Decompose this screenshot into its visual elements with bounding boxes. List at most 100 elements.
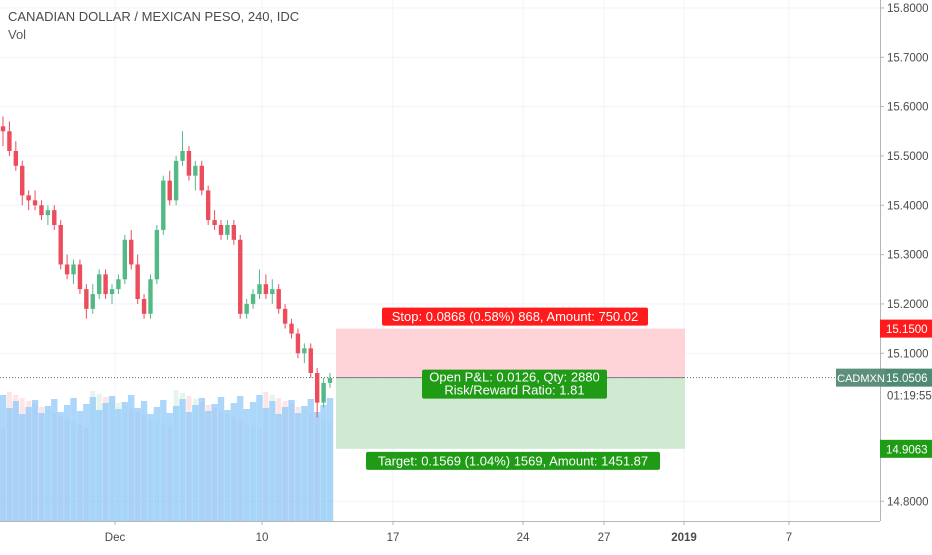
candle-body [39, 205, 44, 216]
candle-body [263, 284, 269, 295]
candle-body [282, 308, 288, 324]
volume-bar [108, 396, 116, 521]
volume-bar [89, 397, 96, 521]
volume-bar [115, 409, 122, 521]
volume-bar [281, 407, 289, 521]
candle-body [161, 180, 166, 230]
candle-body [205, 190, 211, 221]
volume-bar [237, 396, 244, 521]
candle-body [45, 210, 51, 216]
candle-body [26, 195, 31, 201]
candle-body [32, 200, 38, 206]
time-tick-label: 27 [598, 532, 611, 544]
long-position-tool[interactable]: Stop: 0.0868 (0.58%) 868, Amount: 750.02… [336, 307, 685, 470]
price-axis-bg [880, 0, 932, 550]
candle-body [7, 131, 12, 151]
candle-body [90, 294, 95, 309]
symbol-title[interactable]: CANADIAN DOLLAR / MEXICAN PESO, 240, IDC [8, 9, 300, 24]
volume-bar [275, 414, 282, 521]
candle-body [77, 264, 83, 290]
volume-bar [307, 399, 314, 521]
target-label: Target: 0.1569 (1.04%) 1569, Amount: 145… [378, 453, 648, 468]
volume-bar [262, 408, 270, 521]
volume-bar [326, 398, 334, 521]
volume-bar [102, 403, 109, 521]
volume-bar [134, 408, 141, 521]
volume-bar [44, 406, 52, 521]
volume-bar [147, 414, 154, 521]
volume-bar [172, 406, 180, 521]
candle-body [250, 294, 256, 304]
volume-bar [249, 402, 257, 521]
volume-bar [83, 404, 90, 521]
target-price-label: 14.9063 [886, 444, 928, 456]
candle-body [167, 180, 172, 201]
candle-body [276, 289, 281, 309]
volume-bar [198, 398, 205, 521]
price-tick-label: 15.1000 [887, 348, 929, 360]
stop-price-label: 15.1500 [886, 324, 928, 336]
volume-bar [294, 413, 302, 521]
price-tick-label: 15.7000 [887, 52, 929, 64]
candle-body [96, 274, 102, 295]
volume-bar [70, 398, 77, 521]
price-tick-label: 15.3000 [887, 250, 929, 262]
time-tick-label: 24 [517, 532, 530, 544]
last-price-label: 15.0506 [886, 373, 928, 385]
volume-bar [269, 401, 276, 521]
candle-body [302, 348, 307, 354]
volume-bar [256, 395, 263, 521]
volume-bar [51, 399, 58, 521]
candle-body [180, 151, 185, 161]
candle-body [321, 382, 326, 403]
time-axis-bg [0, 521, 880, 550]
time-tick-label: 10 [256, 532, 269, 544]
candle-body [199, 165, 204, 191]
volume-bar [128, 395, 135, 521]
candle-body [135, 264, 140, 299]
candle-body [13, 151, 19, 166]
time-tick-label: 7 [786, 532, 792, 544]
price-tick-label: 15.6000 [887, 102, 929, 114]
volume-bar [211, 404, 218, 521]
volume-bar [57, 412, 64, 521]
candle-body [116, 279, 121, 290]
volume-bar [185, 412, 193, 521]
volume-bar [243, 409, 250, 521]
time-axis[interactable]: Dec 10 17 24 27 2019 7 [0, 521, 880, 550]
volume-bar [38, 413, 45, 521]
stop-label-box [382, 307, 648, 326]
volume-bar [25, 407, 32, 521]
candle-body [244, 303, 249, 314]
candle-body [231, 225, 237, 240]
time-tick-label: 2019 [671, 532, 697, 544]
candle-body [84, 289, 89, 309]
volume-bar [31, 400, 39, 521]
pnl-label-box [422, 369, 607, 399]
volume-bar [160, 400, 167, 521]
pnl-label: Open P&L: 0.0126, Qty: 2880 [429, 370, 600, 385]
volume-bar [288, 400, 295, 521]
volume-indicator-label[interactable]: Vol [8, 27, 27, 42]
candle-body [0, 126, 6, 132]
symbol-badge [836, 368, 886, 387]
candle-body [327, 377, 333, 383]
candle-body [109, 289, 115, 295]
price-tick-label: 15.5000 [887, 151, 929, 163]
price-tick-label: 15.8000 [887, 3, 929, 15]
candle-body [289, 323, 294, 334]
volume-bar [301, 406, 308, 521]
stop-price-tag [880, 319, 932, 338]
volume-bar [0, 395, 7, 521]
candle-body [295, 333, 301, 354]
candle-body [218, 225, 224, 235]
price-axis[interactable]: 15.8000 15.7000 15.6000 15.5000 15.4000 15.30… [836, 0, 932, 550]
candle-body [58, 225, 63, 265]
volume-bar [121, 402, 129, 521]
candle-body [225, 225, 230, 235]
candle-body [71, 264, 76, 275]
candle-body [308, 348, 313, 373]
volume-bar [179, 399, 186, 521]
